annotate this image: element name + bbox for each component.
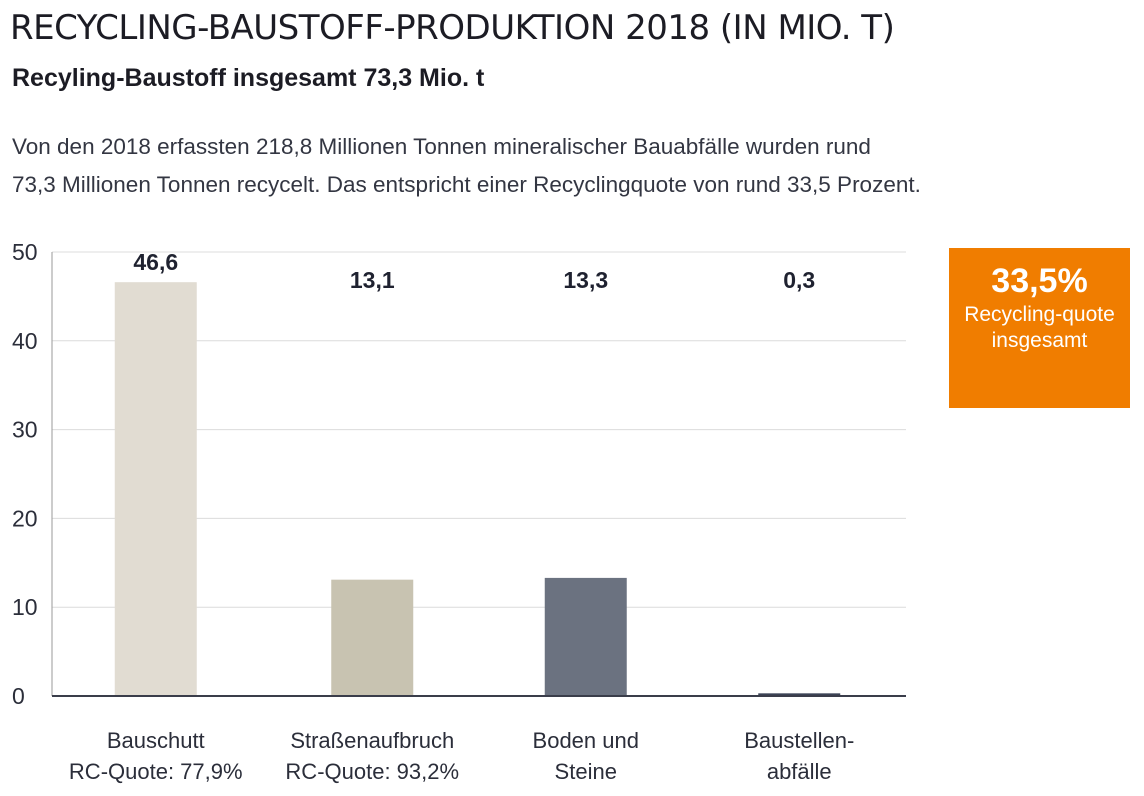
x-category-label: Baustellen-	[744, 728, 854, 753]
bar	[544, 577, 627, 696]
page-subtitle: Recyling-Baustoff insgesamt 73,3 Mio. t	[12, 64, 485, 92]
y-tick-label: 10	[12, 594, 38, 620]
bar	[114, 282, 197, 696]
x-category-label: Steine	[555, 759, 617, 784]
x-category-label: Bauschutt	[107, 728, 205, 753]
x-category-label: Straßenaufbruch	[290, 728, 454, 753]
y-tick-label: 20	[12, 505, 38, 531]
bar-value-label: 0,3	[783, 267, 815, 293]
bar-value-label: 13,1	[350, 267, 395, 293]
x-category-label: RC-Quote: 77,9%	[69, 759, 243, 784]
recycling-quote-text: Recycling-quote insgesamt	[964, 303, 1115, 352]
y-tick-label: 0	[12, 683, 25, 709]
x-category-label: RC-Quote: 93,2%	[285, 759, 459, 784]
bar-value-label: 13,3	[563, 267, 608, 293]
description: Von den 2018 erfassten 218,8 Millionen T…	[12, 128, 1122, 204]
bar	[758, 693, 841, 696]
y-tick-label: 50	[12, 239, 38, 265]
bar-value-label: 46,6	[133, 249, 178, 275]
x-category-label: abfälle	[767, 759, 832, 784]
y-tick-label: 40	[12, 328, 38, 354]
bar-chart: 0 10 20 30 40 50 46,6 Bauschutt RC-Quote: 77,9% 1…	[12, 239, 906, 784]
description-line-1: Von den 2018 erfassten 218,8 Millionen T…	[12, 134, 871, 159]
description-line-2: 73,3 Millionen Tonnen recycelt. Das ents…	[12, 172, 921, 197]
y-tick-label: 30	[12, 417, 38, 443]
bar	[331, 579, 414, 696]
recycling-quote-value: 33,5%	[991, 262, 1088, 300]
recycling-quote-box: 33,5% Recycling-quote insgesamt	[949, 248, 1130, 408]
page-title: RECYCLING-BAUSTOFF-PRODUKTION 2018 (IN M…	[10, 8, 895, 48]
x-category-label: Boden und	[533, 728, 639, 753]
